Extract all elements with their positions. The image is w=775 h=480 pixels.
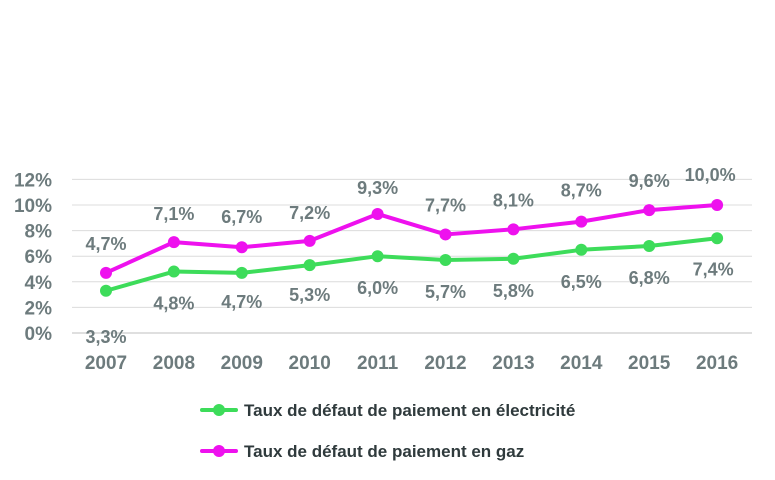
x-tick-label: 2014 <box>560 353 603 374</box>
data-point <box>643 204 656 217</box>
data-point <box>371 250 384 263</box>
series-line-electricite <box>104 236 720 293</box>
data-label: 8,7% <box>561 181 602 201</box>
data-point <box>711 199 724 211</box>
y-tick-label: 6% <box>25 247 53 268</box>
data-label: 6,8% <box>629 268 670 288</box>
x-tick-label: 2010 <box>289 353 331 374</box>
data-point <box>711 232 724 245</box>
legend: Taux de défaut de paiement en électricit… <box>200 401 575 461</box>
data-point <box>235 241 248 254</box>
x-tick-label: 2015 <box>628 353 671 374</box>
data-label: 6,7% <box>221 207 262 227</box>
x-tick-label: 2013 <box>492 353 534 374</box>
data-label: 3,3% <box>85 327 126 347</box>
data-label: 4,8% <box>153 294 194 314</box>
y-axis-ticks: 0% 2% 4% 6% 8% 10% 12% <box>14 170 52 345</box>
data-label: 5,3% <box>289 285 330 305</box>
x-tick-label: 2016 <box>696 353 738 374</box>
y-tick-label: 12% <box>14 170 52 191</box>
data-point <box>507 252 520 265</box>
y-tick-label: 2% <box>25 298 53 319</box>
x-tick-label: 2008 <box>153 353 195 374</box>
data-label: 8,1% <box>493 190 534 210</box>
data-label: 6,0% <box>357 278 398 298</box>
data-point <box>439 254 452 267</box>
data-label: 9,6% <box>629 171 670 191</box>
data-label: 4,7% <box>221 292 262 312</box>
gridlines <box>72 178 752 334</box>
data-label: 6,5% <box>561 272 602 292</box>
legend-marker <box>213 445 225 457</box>
data-point <box>507 223 520 236</box>
data-point <box>167 236 180 249</box>
y-tick-label: 10% <box>14 196 52 217</box>
y-tick-label: 4% <box>25 273 53 294</box>
data-point <box>303 259 316 272</box>
data-label: 9,3% <box>357 178 398 198</box>
data-labels: 3,3% 4,8% 4,7% 5,3% 6,0% 5,7% 5,8% 6,5% 6,8% 7,4%… <box>85 165 735 347</box>
data-label: 7,2% <box>289 203 330 223</box>
data-label: 7,4% <box>693 259 734 279</box>
data-point <box>100 284 112 297</box>
x-axis-ticks: 2007 2008 2009 2010 2011 2012 2013 2014 2015 2016 <box>85 353 738 374</box>
data-point <box>303 234 316 247</box>
x-tick-label: 2011 <box>357 353 399 374</box>
legend-label: Taux de défaut de paiement en gaz <box>244 442 524 461</box>
data-point <box>575 243 588 256</box>
data-point <box>235 266 248 279</box>
data-point <box>371 207 384 220</box>
data-label: 5,7% <box>425 282 466 302</box>
data-label: 4,7% <box>85 234 126 254</box>
data-point <box>167 265 180 278</box>
data-label: 7,7% <box>425 195 466 215</box>
x-tick-label: 2007 <box>85 353 127 374</box>
data-point <box>643 239 656 252</box>
x-tick-label: 2009 <box>221 353 263 374</box>
data-label: 10,0% <box>685 165 736 185</box>
data-label: 7,1% <box>153 204 194 224</box>
legend-label: Taux de défaut de paiement en électricit… <box>244 401 575 420</box>
series-group <box>100 199 724 297</box>
series-line-gaz <box>104 203 720 275</box>
y-tick-label: 8% <box>25 222 53 243</box>
data-point <box>575 215 588 228</box>
x-tick-label: 2012 <box>424 353 466 374</box>
data-point <box>100 266 112 279</box>
data-point <box>439 228 452 241</box>
data-label: 5,8% <box>493 281 534 301</box>
y-tick-label: 0% <box>25 324 53 345</box>
legend-marker <box>213 404 225 416</box>
